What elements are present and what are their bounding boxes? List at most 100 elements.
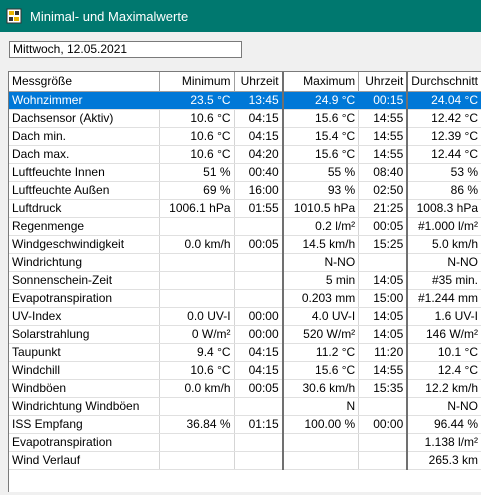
cell-uhrzeit-min: 13:45 — [234, 91, 284, 110]
cell-maximum: 93 % — [282, 181, 360, 200]
cell-minimum — [159, 397, 235, 416]
cell-durchschnitt: 12.39 °C — [407, 127, 481, 146]
cell-uhrzeit-max: 15:25 — [358, 235, 409, 254]
table-row[interactable]: Dachsensor (Aktiv) 10.6 °C 04:15 15.6 °C 14:… — [9, 109, 481, 128]
cell-uhrzeit-max: 15:00 — [358, 289, 409, 308]
header-messgroesse[interactable]: Messgröße — [9, 72, 161, 92]
cell-uhrzeit-max: 00:00 — [358, 415, 409, 434]
cell-uhrzeit-min — [234, 253, 284, 272]
cell-messgroesse: Windböen — [9, 379, 161, 398]
cell-durchschnitt: 96.44 % — [407, 415, 481, 434]
cell-uhrzeit-max: 14:05 — [358, 307, 409, 326]
cell-maximum: 4.0 UV-I — [282, 307, 360, 326]
table-row[interactable]: Evapotranspiration 0.203 mm 15:00 #1.244 mm — [9, 289, 481, 308]
date-field[interactable]: Mittwoch, 12.05.2021 — [9, 41, 242, 58]
cell-durchschnitt: 53 % — [407, 163, 481, 182]
table-row[interactable]: Regenmenge 0.2 l/m² 00:05 #1.000 l/m² — [9, 217, 481, 236]
table-row[interactable]: Windgeschwindigkeit 0.0 km/h 00:05 14.5 km/… — [9, 235, 481, 254]
table-row[interactable]: Windböen 0.0 km/h 00:05 30.6 km/h 15:35 12.2 … — [9, 379, 481, 398]
cell-maximum: 15.6 °C — [282, 145, 360, 164]
table-row[interactable]: Sonnenschein-Zeit 5 min 14:05 #35 min. — [9, 271, 481, 290]
cell-uhrzeit-min: 04:15 — [234, 343, 284, 362]
table-row[interactable]: Windrichtung N-NO N-NO — [9, 253, 481, 272]
table-row[interactable]: Luftfeuchte Außen 69 % 16:00 93 % 02:50 86 % — [9, 181, 481, 200]
cell-maximum — [282, 451, 360, 470]
cell-maximum: 0.203 mm — [282, 289, 360, 308]
cell-uhrzeit-max: 14:55 — [358, 145, 409, 164]
header-minimum[interactable]: Minimum — [159, 72, 235, 92]
cell-uhrzeit-max: 14:55 — [358, 127, 409, 146]
values-table: Messgröße Minimum Uhrzeit Maximum Uhrzei… — [8, 71, 481, 492]
cell-minimum — [159, 271, 235, 290]
table-row[interactable]: Luftdruck 1006.1 hPa 01:55 1010.5 hPa 21:25 1… — [9, 199, 481, 218]
table-row[interactable]: Wind Verlauf 265.3 km — [9, 451, 481, 470]
table-header-row: Messgröße Minimum Uhrzeit Maximum Uhrzei… — [9, 72, 481, 92]
cell-uhrzeit-min: 04:15 — [234, 361, 284, 380]
table-row[interactable]: Dach max. 10.6 °C 04:20 15.6 °C 14:55 12.44 °… — [9, 145, 481, 164]
cell-durchschnitt: 265.3 km — [407, 451, 481, 470]
cell-uhrzeit-max: 00:05 — [358, 217, 409, 236]
cell-uhrzeit-max: 14:55 — [358, 361, 409, 380]
title-bar: Minimal- und Maximalwerte — [0, 0, 481, 32]
cell-maximum: 0.2 l/m² — [282, 217, 360, 236]
cell-messgroesse: Evapotranspiration — [9, 433, 161, 452]
cell-minimum — [159, 289, 235, 308]
table-row[interactable]: UV-Index 0.0 UV-I 00:00 4.0 UV-I 14:05 1.6 UV… — [9, 307, 481, 326]
table-row[interactable]: Wohnzimmer 23.5 °C 13:45 24.9 °C 00:15 24.04 … — [9, 91, 481, 110]
cell-minimum — [159, 217, 235, 236]
cell-durchschnitt: N-NO — [407, 397, 481, 416]
cell-minimum: 10.6 °C — [159, 361, 235, 380]
cell-uhrzeit-min: 16:00 — [234, 181, 284, 200]
table-row[interactable]: Windrichtung Windböen N N-NO — [9, 397, 481, 416]
cell-maximum: N — [282, 397, 360, 416]
cell-uhrzeit-min: 04:15 — [234, 109, 284, 128]
cell-maximum: 1010.5 hPa — [282, 199, 360, 218]
cell-uhrzeit-max — [358, 451, 409, 470]
cell-messgroesse: Regenmenge — [9, 217, 161, 236]
cell-durchschnitt: 1008.3 hPa — [407, 199, 481, 218]
cell-durchschnitt: #1.244 mm — [407, 289, 481, 308]
cell-durchschnitt: 5.0 km/h — [407, 235, 481, 254]
cell-minimum: 0.0 km/h — [159, 379, 235, 398]
cell-maximum: 5 min — [282, 271, 360, 290]
cell-minimum: 51 % — [159, 163, 235, 182]
cell-messgroesse: Wind Verlauf — [9, 451, 161, 470]
cell-maximum: 100.00 % — [282, 415, 360, 434]
cell-maximum: 24.9 °C — [282, 91, 360, 110]
cell-uhrzeit-max: 11:20 — [358, 343, 409, 362]
table-row[interactable]: Solarstrahlung 0 W/m² 00:00 520 W/m² 14:05 14… — [9, 325, 481, 344]
table-row[interactable]: Windchill 10.6 °C 04:15 15.6 °C 14:55 12.4 °C — [9, 361, 481, 380]
table-row[interactable]: Taupunkt 9.4 °C 04:15 11.2 °C 11:20 10.1 °C — [9, 343, 481, 362]
header-durchschnitt[interactable]: Durchschnitt — [407, 72, 481, 92]
table-row[interactable]: Luftfeuchte Innen 51 % 00:40 55 % 08:40 53 % — [9, 163, 481, 182]
table-row[interactable]: Evapotranspiration 1.138 l/m² — [9, 433, 481, 452]
cell-uhrzeit-min: 00:00 — [234, 325, 284, 344]
table-row[interactable]: Dach min. 10.6 °C 04:15 15.4 °C 14:55 12.39 °… — [9, 127, 481, 146]
cell-uhrzeit-min: 04:15 — [234, 127, 284, 146]
header-maximum[interactable]: Maximum — [282, 72, 360, 92]
cell-messgroesse: Evapotranspiration — [9, 289, 161, 308]
cell-messgroesse: Luftfeuchte Innen — [9, 163, 161, 182]
cell-durchschnitt: 146 W/m² — [407, 325, 481, 344]
cell-uhrzeit-min — [234, 289, 284, 308]
cell-uhrzeit-min — [234, 451, 284, 470]
cell-uhrzeit-min: 00:00 — [234, 307, 284, 326]
cell-messgroesse: Wohnzimmer — [9, 91, 161, 110]
table-row[interactable]: ISS Empfang 36.84 % 01:15 100.00 % 00:00 96.4… — [9, 415, 481, 434]
cell-uhrzeit-max: 00:15 — [358, 91, 409, 110]
cell-uhrzeit-min — [234, 271, 284, 290]
cell-durchschnitt: #1.000 l/m² — [407, 217, 481, 236]
cell-durchschnitt: 12.44 °C — [407, 145, 481, 164]
cell-durchschnitt: N-NO — [407, 253, 481, 272]
cell-durchschnitt: 10.1 °C — [407, 343, 481, 362]
header-uhrzeit-max[interactable]: Uhrzeit — [358, 72, 409, 92]
cell-uhrzeit-min: 00:05 — [234, 235, 284, 254]
cell-messgroesse: Windchill — [9, 361, 161, 380]
cell-uhrzeit-min: 01:55 — [234, 199, 284, 218]
cell-uhrzeit-max — [358, 253, 409, 272]
header-uhrzeit-min[interactable]: Uhrzeit — [234, 72, 284, 92]
cell-uhrzeit-max: 02:50 — [358, 181, 409, 200]
cell-durchschnitt: 12.2 km/h — [407, 379, 481, 398]
cell-uhrzeit-max: 08:40 — [358, 163, 409, 182]
cell-messgroesse: ISS Empfang — [9, 415, 161, 434]
